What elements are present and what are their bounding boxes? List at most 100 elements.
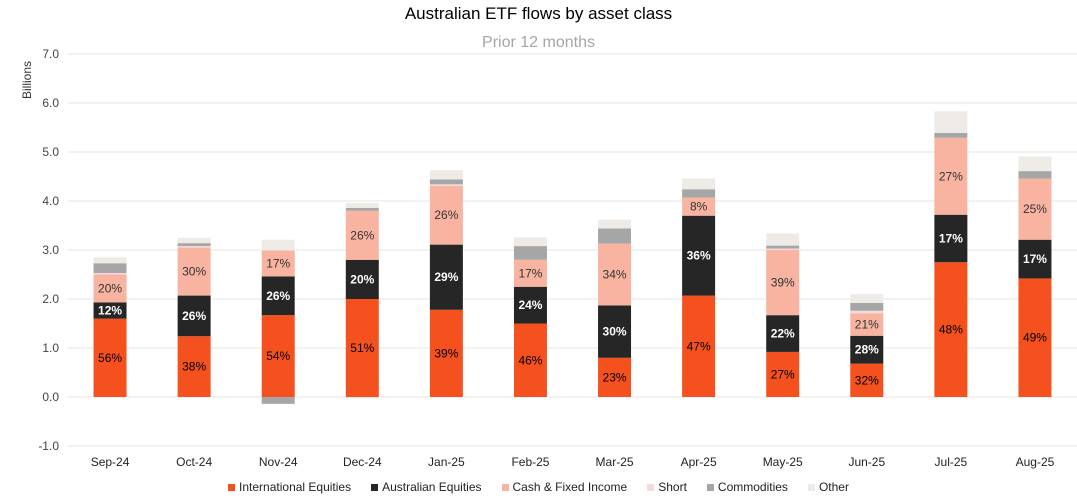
- data-label: 54%: [266, 349, 290, 363]
- bar-segment: [598, 219, 632, 229]
- legend-item: Australian Equities: [371, 480, 482, 494]
- legend-item: Cash & Fixed Income: [501, 480, 627, 494]
- bar-segment: [429, 244, 463, 310]
- x-tick-label: Nov-24: [259, 455, 298, 469]
- legend-item: International Equities: [228, 480, 351, 494]
- data-label: 22%: [771, 327, 795, 341]
- bar-segment: [934, 137, 968, 215]
- legend-label: Other: [818, 480, 849, 494]
- x-tick-label: Jul-25: [935, 455, 968, 469]
- bar-segment: [177, 246, 211, 248]
- data-label: 47%: [687, 339, 711, 353]
- bar-segment: [513, 237, 547, 247]
- bar-segment: [1018, 156, 1052, 172]
- bar-segment: [1018, 171, 1052, 179]
- x-tick-label: Aug-25: [1016, 455, 1055, 469]
- bar-segment: [682, 189, 716, 198]
- bar-segment: [766, 245, 800, 249]
- bar-segment: [177, 247, 211, 296]
- bar-segment: [850, 302, 884, 311]
- bar-segment: [766, 250, 800, 316]
- data-label: 8%: [690, 200, 708, 214]
- data-label: 34%: [603, 268, 627, 282]
- data-label: 27%: [771, 367, 795, 381]
- data-label: 26%: [434, 208, 458, 222]
- data-label: 38%: [182, 360, 206, 374]
- y-tick-label: 0.0: [42, 390, 59, 404]
- bar-segment: [850, 335, 884, 364]
- bar-segment: [261, 239, 295, 251]
- bar-segment: [598, 243, 632, 306]
- x-tick-label: Jun-25: [848, 455, 885, 469]
- bar-segment: [513, 286, 547, 324]
- y-tick-label: 3.0: [42, 243, 59, 257]
- chart-subtitle: Prior 12 months: [482, 34, 595, 51]
- legend-swatch: [501, 483, 509, 491]
- bar-segment: [261, 315, 295, 397]
- bar-segment: [345, 207, 379, 211]
- x-tick-label: Dec-24: [343, 455, 382, 469]
- bar-segment: [177, 243, 211, 247]
- bar-segment: [177, 295, 211, 337]
- data-labels: 56% 12% 20% 38% 26% 30% 54% 26% 17% 51% 20% 26% 39% 2…: [98, 169, 1047, 387]
- data-label: 39%: [771, 276, 795, 290]
- bar-segment: [93, 273, 127, 275]
- x-tick-label: Jan-25: [428, 455, 465, 469]
- bar-segment: [429, 179, 463, 185]
- data-label: 27%: [939, 169, 963, 183]
- bar-segment: [1018, 178, 1052, 240]
- legend-label: Short: [658, 480, 687, 494]
- data-label: 51%: [350, 341, 374, 355]
- x-tick-label: Oct-24: [176, 455, 212, 469]
- bar-segment: [934, 111, 968, 133]
- legend-label: International Equities: [239, 480, 352, 494]
- data-label: 30%: [603, 325, 627, 339]
- y-tick-label: 2.0: [42, 292, 59, 306]
- x-axis-ticks: Sep-24 Oct-24 Nov-24 Dec-24 Jan-25 Feb-25 Mar-…: [91, 455, 1055, 469]
- bar-segment: [93, 263, 127, 274]
- legend-label: Commodities: [717, 480, 788, 494]
- legend-swatch: [807, 483, 815, 491]
- bar-segment: [345, 397, 379, 399]
- bar-segment: [850, 313, 884, 336]
- bar-segment: [1018, 278, 1052, 397]
- bar-segment: [682, 215, 716, 296]
- y-tick-label: 6.0: [42, 96, 59, 110]
- bar-segment: [850, 294, 884, 303]
- data-label: 12%: [98, 304, 122, 318]
- data-label: 24%: [518, 298, 542, 312]
- bar-segment: [598, 357, 632, 397]
- legend-item: Commodities: [706, 480, 788, 494]
- y-axis-label: Billions: [20, 61, 34, 99]
- data-label: 17%: [266, 256, 290, 270]
- data-label: 30%: [182, 265, 206, 279]
- bar-segment: [345, 210, 379, 260]
- bar-segment: [513, 323, 547, 397]
- bar-segment: [766, 248, 800, 250]
- y-axis-ticks: -1.0 0.0 1.0 2.0 3.0 4.0 5.0 6.0 7.0: [38, 47, 59, 453]
- data-label: 26%: [182, 309, 206, 323]
- bar-segment: [345, 202, 379, 208]
- bar-segment: [261, 397, 295, 404]
- data-label: 29%: [434, 270, 458, 284]
- bar-segment: [934, 262, 968, 397]
- bar-segment: [177, 336, 211, 397]
- bar-segment: [766, 351, 800, 397]
- x-tick-label: Mar-25: [596, 455, 634, 469]
- data-label: 21%: [855, 317, 879, 331]
- data-label: 49%: [1023, 331, 1047, 345]
- data-label: 25%: [1023, 202, 1047, 216]
- bar-segment: [261, 250, 295, 277]
- bar-segment: [934, 214, 968, 263]
- data-label: 46%: [518, 353, 542, 367]
- data-label: 17%: [1023, 252, 1047, 266]
- bar-segment: [598, 228, 632, 244]
- legend-item: Short: [647, 480, 687, 494]
- x-tick-label: May-25: [763, 455, 803, 469]
- data-label: 26%: [266, 289, 290, 303]
- bar-segment: [93, 302, 127, 319]
- bars: [93, 111, 1052, 404]
- legend: International Equities Australian Equitie…: [0, 480, 1077, 494]
- bar-segment: [682, 197, 716, 216]
